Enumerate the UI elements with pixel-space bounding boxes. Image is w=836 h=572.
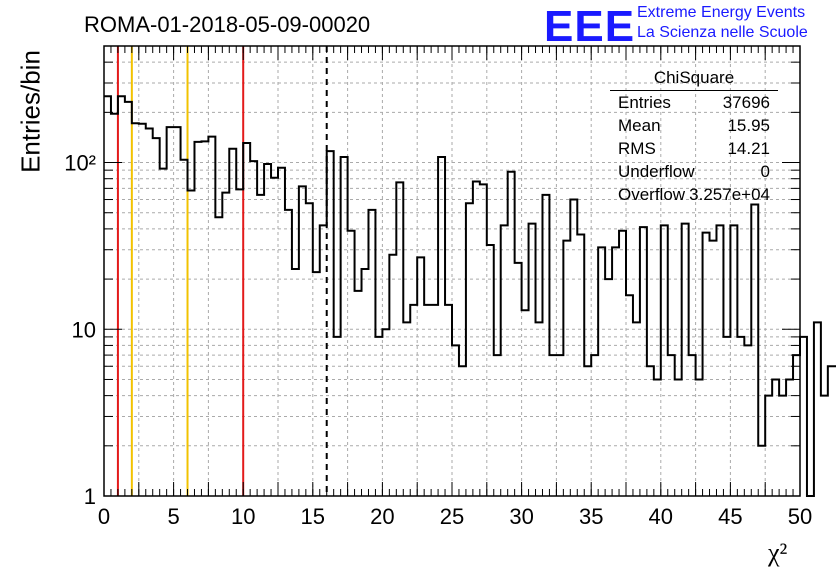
x-tick-label: 25: [440, 504, 464, 529]
stats-key: Underflow: [618, 162, 695, 181]
eee-logo: EEE: [544, 2, 636, 51]
stats-title: ChiSquare: [653, 68, 735, 87]
stats-box: ChiSquare Entries 37696 Mean 15.95 RMS 1…: [610, 66, 778, 212]
x-tick-label: 40: [649, 504, 673, 529]
stats-value: 37696: [722, 93, 770, 112]
stats-key: RMS: [618, 139, 656, 158]
y-tick-label: 10²: [64, 151, 96, 176]
y-axis: 1 10 10²: [64, 45, 800, 509]
reference-lines: [116, 46, 328, 496]
x-tick-label: 45: [718, 504, 742, 529]
x-tick-label: 5: [167, 504, 179, 529]
x-tick-label: 20: [370, 504, 394, 529]
y-tick-label: 1: [84, 484, 96, 509]
stats-key: Overflow: [618, 185, 686, 204]
y-axis-label: Entries/bin: [15, 50, 46, 173]
x-axis-label: χ²: [768, 538, 788, 567]
logo-subtitle-2: La Scienza nelle Scuole: [637, 24, 808, 41]
stats-row-overflow: Overflow 3.257e+04: [618, 185, 770, 207]
x-tick-label: 35: [579, 504, 603, 529]
logo-subtitle-1: Extreme Energy Events: [637, 4, 806, 21]
stats-key: Mean: [618, 116, 661, 135]
x-tick-label: 50: [788, 504, 812, 529]
stats-row-rms: RMS 14.21: [618, 139, 770, 161]
histogram-series: [104, 95, 836, 497]
y-tick-label: 10: [72, 317, 96, 342]
stats-value: 0: [760, 162, 770, 181]
grid: [104, 45, 800, 496]
x-tick-label: 0: [98, 504, 110, 529]
stats-row-mean: Mean 15.95: [618, 116, 770, 138]
x-axis: 0 5 10 15 20 25 30 35 40 45 50: [98, 46, 812, 529]
stats-divider: [610, 90, 778, 91]
stats-value: 15.95: [727, 116, 770, 135]
x-tick-label: 15: [301, 504, 325, 529]
x-tick-label: 30: [509, 504, 533, 529]
stats-value: 14.21: [727, 139, 770, 158]
chart-title: ROMA-01-2018-05-09-00020: [84, 12, 371, 37]
stats-value: 3.257e+04: [689, 185, 770, 204]
stats-key: Entries: [618, 93, 671, 112]
stats-row-underflow: Underflow 0: [618, 162, 770, 184]
stats-row-entries: Entries 37696: [618, 93, 770, 115]
x-tick-label: 10: [231, 504, 255, 529]
